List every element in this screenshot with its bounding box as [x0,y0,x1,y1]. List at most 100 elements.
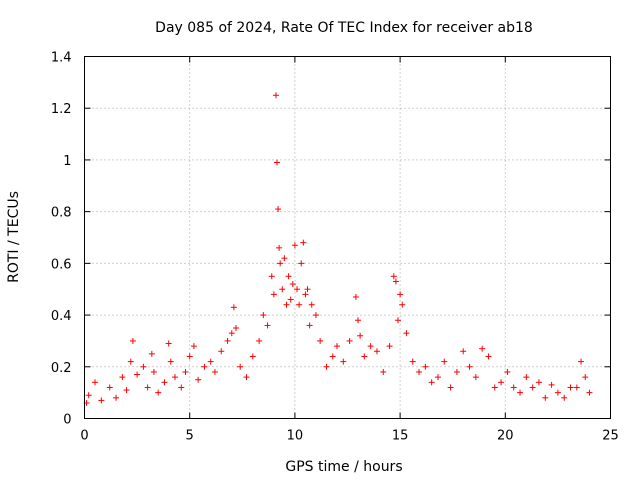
x-tick-label: 10 [287,429,304,444]
data-point [144,384,151,391]
data-point [573,384,580,391]
data-point [300,239,307,246]
data-point [485,353,492,360]
data-point [498,379,505,386]
y-tick-label: 1.4 [51,51,72,66]
x-tick-label: 15 [392,429,409,444]
y-tick-label: 0.2 [51,361,72,376]
data-point [274,159,281,166]
data-point [340,358,347,365]
chart-title: Day 085 of 2024, Rate Of TEC Index for r… [155,20,533,36]
data-point [416,368,423,375]
data-point [352,293,359,300]
data-point [218,348,225,355]
data-point [403,330,410,337]
data-point [510,384,517,391]
data-point [148,350,155,357]
data-point [367,343,374,350]
data-point [85,392,92,399]
data-point [312,312,319,319]
data-point [554,389,561,396]
y-tick-label: 0.8 [51,206,72,221]
y-tick-label: 0 [63,413,71,428]
data-point [296,301,303,308]
data-point [201,363,208,370]
y-tick-label: 1 [63,154,71,169]
data-point [281,255,288,262]
data-point [479,345,486,352]
data-point [287,296,294,303]
data-point [582,374,589,381]
data-point [535,379,542,386]
x-tick-label: 20 [497,429,514,444]
data-point [190,343,197,350]
data-point [178,384,185,391]
data-point [182,368,189,375]
data-point [397,291,404,298]
data-point [447,384,454,391]
data-point [98,397,105,404]
data-point [123,387,130,394]
data-point [211,368,218,375]
data-point [323,363,330,370]
data-points [83,92,593,406]
data-point [561,394,568,401]
data-point [361,353,368,360]
data-point [276,244,283,251]
data-point [195,376,202,383]
data-point [392,278,399,285]
data-point [346,337,353,344]
data-point [140,363,147,370]
data-point [283,301,290,308]
data-point [268,273,275,280]
data-point [264,322,271,329]
data-point [230,304,237,311]
data-point [237,363,244,370]
data-point [304,286,311,293]
data-point [243,374,250,381]
data-point [294,286,301,293]
x-tick-label: 5 [186,429,194,444]
data-point [373,348,380,355]
data-point [409,358,416,365]
y-axis-ticks: 0 0.2 0.4 0.6 0.8 1 1.2 1.4 [51,51,611,428]
data-point [466,363,473,370]
x-axis-label: GPS time / hours [285,459,402,475]
y-tick-label: 0.6 [51,257,72,272]
data-point [386,343,393,350]
data-point [285,273,292,280]
data-point [460,348,467,355]
data-point [523,374,530,381]
data-point [270,291,277,298]
plot-frame [84,56,611,419]
data-point [291,242,298,249]
data-point [289,281,296,288]
data-point [232,325,239,331]
data-point [542,394,549,401]
data-point [186,353,193,360]
data-point [134,371,141,378]
x-tick-label: 25 [602,429,619,444]
data-point [150,368,157,375]
data-point [165,340,172,347]
data-point [224,337,231,344]
data-point [113,394,120,401]
data-point [317,337,324,344]
data-point [92,379,99,386]
data-point [272,92,279,99]
data-point [256,337,263,344]
data-point [390,273,397,280]
y-axis-label: ROTI / TECUs [6,191,22,283]
data-point [161,379,168,386]
data-point [279,286,286,293]
data-point [207,358,214,365]
data-point [399,301,406,308]
y-tick-label: 0.4 [51,309,72,324]
data-point [394,317,401,324]
data-point [167,358,174,365]
data-point [380,368,387,375]
data-point [529,384,536,391]
data-point [578,358,585,365]
data-point [302,291,309,298]
